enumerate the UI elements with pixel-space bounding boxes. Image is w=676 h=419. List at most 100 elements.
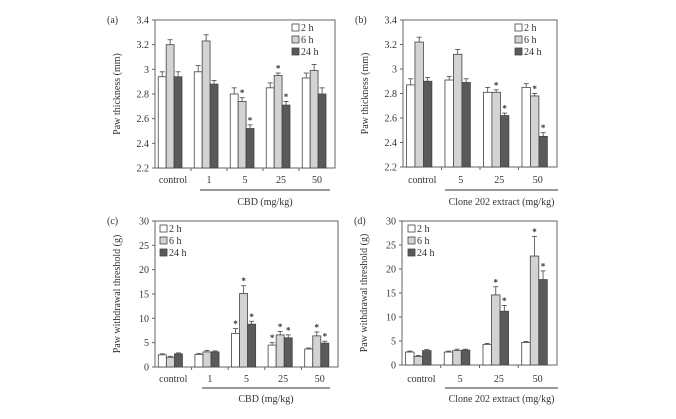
significance-star: * (241, 276, 246, 286)
x-category-label: 1 (207, 374, 212, 385)
y-tick-label: 3 (144, 65, 149, 76)
bar-24h-5 (460, 349, 471, 366)
y-tick-label: 0 (391, 361, 396, 372)
y-tick-label: 3 (392, 65, 397, 76)
bar-6h-25 (275, 334, 285, 368)
bar-24h-25 (281, 104, 291, 169)
bar-2h-5 (444, 79, 454, 168)
legend-swatch (159, 248, 168, 257)
panel-d: 0 5 10 15 20 25 30 (d) Paw withdrawal threshold … (354, 216, 558, 405)
legend-label: 6 h (169, 236, 182, 247)
legend-swatch (407, 236, 416, 245)
y-tick-label: 15 (386, 289, 396, 300)
x-category-label: 5 (458, 175, 463, 186)
significance-star: * (502, 104, 507, 114)
y-tick-label: 5 (144, 338, 149, 349)
bar-24h-1 (209, 83, 219, 169)
bar-6h-1 (201, 40, 211, 169)
x-axis-title: CBD (mg/kg) (237, 197, 292, 208)
bar-2h-25 (482, 343, 492, 366)
bar-24h-1 (210, 351, 220, 368)
panel-label: (b) (355, 15, 367, 26)
bar-2h-control (157, 76, 167, 169)
x-category-label: 5 (244, 374, 249, 385)
bar-24h-25 (500, 115, 510, 168)
y-tick-label: 30 (386, 217, 396, 228)
legend-label: 24 h (301, 47, 319, 58)
significance-star: * (502, 296, 507, 306)
legend-swatch (159, 224, 168, 233)
legend-label: 24 h (524, 47, 542, 58)
panel-label: (d) (354, 216, 366, 227)
x-category-label: 1 (207, 175, 212, 186)
significance-star: * (541, 123, 546, 133)
bar-6h-1 (202, 351, 212, 368)
x-axis-title: Clone 202 extract (mg/kg) (449, 394, 555, 405)
legend-label: 2 h (169, 224, 182, 235)
y-tick-label: 3.4 (137, 16, 150, 27)
legend: 2 h6 h24 h (514, 23, 542, 58)
x-category-label: 5 (458, 374, 463, 385)
y-tick-label: 0 (144, 363, 149, 374)
significance-star: * (323, 332, 328, 342)
x-category-label: 50 (533, 175, 543, 186)
bar-2h-50 (301, 77, 311, 169)
bar-6h-50 (312, 335, 322, 368)
y-tick-label: 25 (139, 241, 149, 252)
y-tick-label: 5 (391, 337, 396, 348)
bar-24h-50 (538, 135, 548, 168)
y-tick-label: 10 (139, 314, 149, 325)
bar-24h-25 (499, 310, 509, 366)
bar-6h-25 (491, 91, 501, 168)
legend-label: 6 h (417, 236, 430, 247)
significance-star: * (315, 322, 320, 332)
bar-2h-control (157, 354, 167, 368)
legend-swatch (159, 236, 168, 245)
bar-24h-50 (317, 93, 327, 169)
bar-2h-5 (443, 351, 454, 366)
y-tick-label: 2.8 (137, 90, 150, 101)
bar-6h-5 (239, 293, 248, 368)
legend: 2 h6 h24 h (291, 23, 319, 58)
bar-24h-control (173, 353, 183, 368)
significance-star: * (286, 325, 291, 335)
bar-2h-25 (267, 344, 277, 368)
x-category-label: control (407, 374, 436, 385)
y-tick-label: 20 (386, 265, 396, 276)
panel-a: 2.2 2.4 2.6 2.8 3 3.2 3.4 (a) Paw thickness (mm)… (107, 15, 336, 208)
y-axis-title: Paw thickness (mm) (360, 53, 371, 135)
x-category-label: 50 (533, 374, 543, 385)
x-category-label: 5 (243, 175, 248, 186)
bar-2h-1 (194, 353, 204, 368)
legend-swatch (291, 23, 300, 32)
y-tick-label: 3.2 (385, 40, 398, 51)
bar-24h-5 (461, 82, 471, 168)
x-category-label: control (159, 374, 188, 385)
bar-6h-5 (453, 53, 463, 168)
legend-label: 2 h (301, 23, 314, 34)
legend-swatch (514, 35, 523, 44)
legend-swatch (407, 248, 416, 257)
bar-6h-50 (529, 255, 540, 366)
bar-2h-5 (229, 93, 239, 169)
significance-star: * (284, 92, 289, 102)
x-category-label: control (159, 175, 188, 186)
legend-label: 6 h (301, 35, 314, 46)
panel-label: (c) (107, 216, 118, 227)
bar-2h-50 (521, 86, 531, 168)
y-tick-label: 2.6 (137, 114, 150, 125)
bar-6h-control (165, 356, 175, 368)
bar-24h-5 (247, 323, 257, 368)
legend-swatch (514, 23, 523, 32)
bar-2h-1 (193, 71, 203, 169)
x-category-label: 25 (494, 175, 504, 186)
legend-label: 2 h (417, 224, 430, 235)
bar-24h-control (423, 80, 433, 168)
bar-24h-50 (538, 279, 548, 366)
legend-swatch (291, 47, 300, 56)
bar-6h-50 (530, 95, 540, 168)
legend-label: 24 h (417, 248, 435, 259)
significance-star: * (532, 227, 537, 237)
bar-24h-control (173, 76, 183, 169)
significance-star: * (541, 261, 546, 271)
